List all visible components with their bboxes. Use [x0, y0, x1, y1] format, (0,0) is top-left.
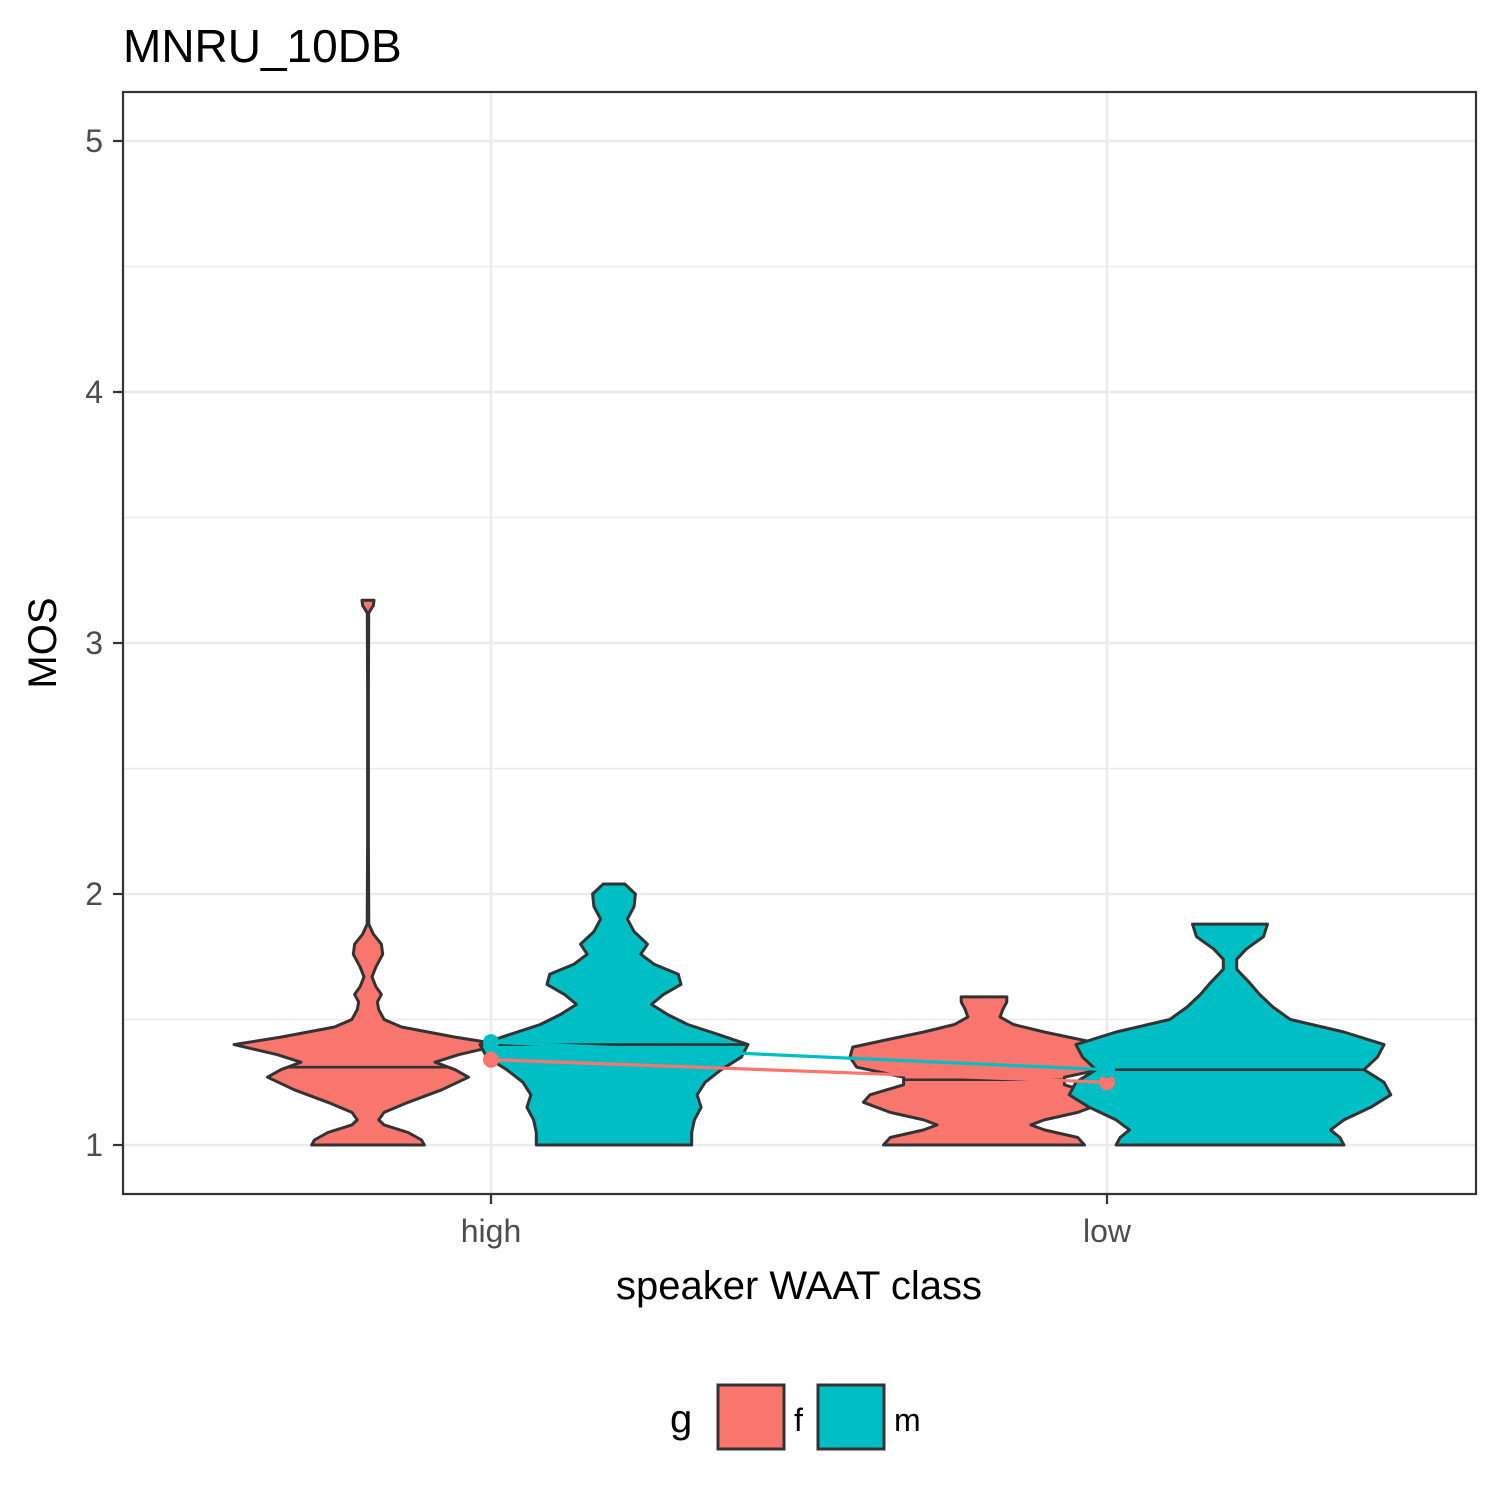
mean-point-m-high: [483, 1034, 499, 1051]
axis-ticks: 1 2 3 4 5 high low: [85, 123, 1132, 1249]
mean-lines: [483, 1034, 1115, 1091]
y-tick-label: 2: [85, 876, 103, 912]
y-tick-label: 3: [85, 625, 103, 661]
x-axis-title: speaker WAAT class: [616, 1264, 982, 1308]
legend-label-f: f: [794, 1402, 803, 1438]
violin-f-high: [232, 598, 504, 1147]
violin-m-low: [1067, 922, 1393, 1147]
legend-title: g: [670, 1397, 692, 1441]
violin-m-high: [478, 882, 750, 1147]
legend-key-f: [716, 1383, 786, 1451]
legend-key-m: [816, 1383, 886, 1451]
y-axis-title: MOS: [21, 597, 65, 688]
mean-point-m-low: [1099, 1061, 1115, 1078]
violins: [232, 598, 1393, 1147]
mean-line-m: [490, 1040, 1108, 1072]
mean-point-f-high: [483, 1051, 499, 1068]
y-tick-label: 4: [85, 374, 103, 410]
y-tick-label: 1: [85, 1127, 103, 1163]
mean-line-f: [490, 1058, 1108, 1084]
chart-title: MNRU_10DB: [123, 20, 402, 72]
x-tick-label: low: [1083, 1213, 1132, 1249]
y-tick-label: 5: [85, 123, 103, 159]
x-tick-label: high: [461, 1213, 522, 1249]
mean-point-f-low: [1099, 1074, 1115, 1091]
legend: g f m: [670, 1383, 921, 1451]
legend-label-m: m: [894, 1402, 921, 1438]
